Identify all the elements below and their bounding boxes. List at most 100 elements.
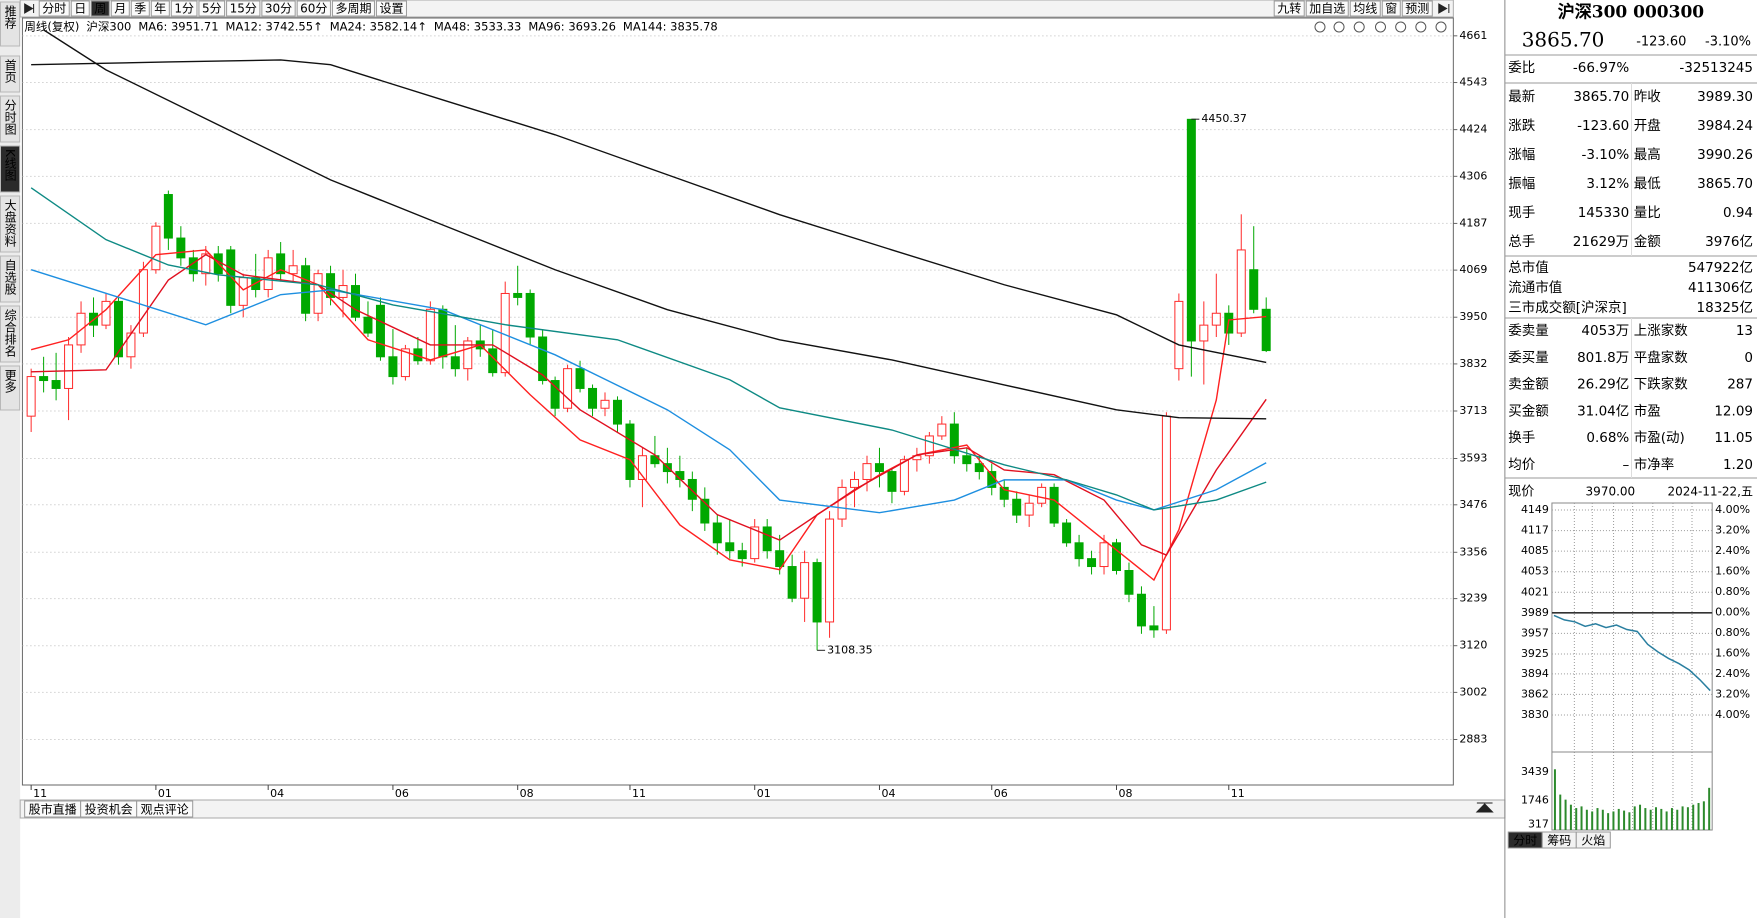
candle-body <box>1049 486 1059 524</box>
panel-tab-label[interactable]: 分时 <box>1513 834 1537 848</box>
extreme-label: 3108.35 <box>827 643 873 656</box>
bottom-tab-label[interactable]: 观点评论 <box>141 803 189 817</box>
quote-value: 26.29亿 <box>1577 377 1629 393</box>
chart-tool-icon[interactable] <box>1314 21 1326 33</box>
sidebar-tab-label[interactable]: K线图 <box>3 149 17 181</box>
sidebar-tab[interactable] <box>0 145 21 193</box>
chart-tool-icon[interactable] <box>1395 21 1407 33</box>
period-label[interactable]: 年 <box>154 2 166 16</box>
tool-label[interactable]: 九转 <box>1277 1 1301 16</box>
sidebar-tab[interactable] <box>0 1 21 47</box>
sidebar-tab[interactable] <box>0 255 21 303</box>
tool-button[interactable] <box>1381 0 1401 17</box>
candle-body <box>326 273 336 298</box>
period-label[interactable]: 多周期 <box>335 2 371 16</box>
sidebar-tab[interactable] <box>0 365 21 411</box>
sidebar-tab-label[interactable]: 自选股 <box>3 259 17 296</box>
period-button[interactable] <box>261 0 296 17</box>
volume-bar <box>1596 808 1599 830</box>
toolbar-arrow-right[interactable] <box>1438 3 1450 14</box>
quote-value: 3865.70 <box>1697 176 1753 192</box>
period-label[interactable]: 1分 <box>174 2 194 16</box>
sidebar-tab-label[interactable]: 大盘资料 <box>3 199 17 247</box>
period-label[interactable]: 设置 <box>379 2 403 16</box>
chart-tool-icon[interactable] <box>1415 21 1427 33</box>
x-tick-label: 01 <box>158 787 172 800</box>
period-button[interactable] <box>110 0 130 17</box>
sidebar-tab[interactable] <box>0 55 21 93</box>
intraday-y-label: 3989 <box>1521 606 1549 619</box>
period-label[interactable]: 季 <box>134 2 146 16</box>
quote-change: -123.60 <box>1636 35 1686 50</box>
volume-bar <box>1575 808 1578 830</box>
volume-bar <box>1665 811 1668 830</box>
period-button[interactable] <box>296 0 331 17</box>
period-label[interactable]: 日 <box>74 2 86 16</box>
tool-label[interactable]: 均线 <box>1353 2 1377 16</box>
panel-tab-label[interactable]: 火焰 <box>1581 833 1605 848</box>
sidebar-tab[interactable] <box>0 95 21 143</box>
quote-label: 开盘 <box>1634 117 1661 134</box>
tool-label[interactable]: 加自选 <box>1309 2 1345 16</box>
period-button[interactable] <box>130 0 150 17</box>
period-button[interactable] <box>170 0 198 17</box>
period-label[interactable]: 月 <box>114 2 126 16</box>
sidebar-tab-label[interactable]: 更多 <box>3 369 17 394</box>
sidebar-tab-label[interactable]: 分时图 <box>3 99 17 135</box>
sidebar-tab[interactable] <box>0 305 21 363</box>
tool-label[interactable]: 窗 <box>1385 2 1397 16</box>
tool-button[interactable] <box>1401 0 1433 17</box>
period-button[interactable] <box>331 0 375 17</box>
intraday-y-label: 4149 <box>1521 503 1549 516</box>
tool-button[interactable] <box>1273 0 1305 17</box>
panel-tab[interactable] <box>1575 831 1611 849</box>
period-label[interactable]: 30分 <box>265 2 292 16</box>
period-button[interactable] <box>226 0 261 17</box>
period-label[interactable]: 分时 <box>42 2 66 16</box>
period-button[interactable] <box>150 0 170 17</box>
period-label[interactable]: 周 <box>94 2 106 16</box>
bottom-tab-label[interactable]: 股市直播 <box>29 802 77 817</box>
candle-body <box>700 498 710 524</box>
x-tick-label: 11 <box>1231 787 1245 800</box>
y-tick-label: 3239 <box>1459 592 1487 605</box>
intraday-y-label: 4053 <box>1521 565 1549 578</box>
sidebar-tab-label[interactable]: 首页 <box>3 59 17 84</box>
period-label[interactable]: 60分 <box>300 2 327 16</box>
period-button[interactable] <box>375 0 407 17</box>
bottom-tab[interactable] <box>136 800 194 818</box>
volume-bar <box>1686 807 1689 830</box>
ma-line <box>30 187 1267 511</box>
chart-tool-icon[interactable] <box>1375 21 1386 33</box>
candle-body <box>637 455 647 480</box>
volume-bar <box>1654 807 1657 830</box>
period-label[interactable]: 5分 <box>202 2 222 16</box>
candle-body <box>924 435 934 457</box>
tool-button[interactable] <box>1305 0 1349 17</box>
candle-body <box>450 356 460 370</box>
chart-tool-icon[interactable] <box>1333 21 1345 33</box>
sidebar-tab-label[interactable]: 综合排名 <box>3 309 17 357</box>
period-button[interactable] <box>70 0 90 17</box>
y-tick-label: 4543 <box>1459 76 1487 89</box>
toolbar-arrow-left[interactable] <box>24 3 35 14</box>
scroll-top-icon[interactable] <box>1475 802 1494 813</box>
quote-value: 3976亿 <box>1705 234 1753 250</box>
chart-tool-icon[interactable] <box>1435 21 1447 33</box>
period-button[interactable] <box>198 0 226 17</box>
tool-button[interactable] <box>1349 0 1381 17</box>
candle-body <box>26 376 36 417</box>
panel-tab-label[interactable]: 筹码 <box>1547 834 1571 848</box>
candle-body <box>588 387 598 409</box>
tool-label[interactable]: 预测 <box>1405 2 1429 16</box>
sidebar-tab-label[interactable]: 推荐 <box>3 5 17 30</box>
bottom-tab-label[interactable]: 投资机会 <box>85 802 133 817</box>
period-button[interactable] <box>38 0 70 17</box>
period-button[interactable] <box>90 0 110 17</box>
intraday-pct-label: 1.60% <box>1715 565 1750 578</box>
quote-label: 平盘家数 <box>1634 349 1688 366</box>
sidebar-tab[interactable] <box>0 195 21 253</box>
period-label[interactable]: 15分 <box>230 2 257 16</box>
chart-tool-icon[interactable] <box>1353 21 1365 33</box>
candle-body <box>313 273 323 314</box>
